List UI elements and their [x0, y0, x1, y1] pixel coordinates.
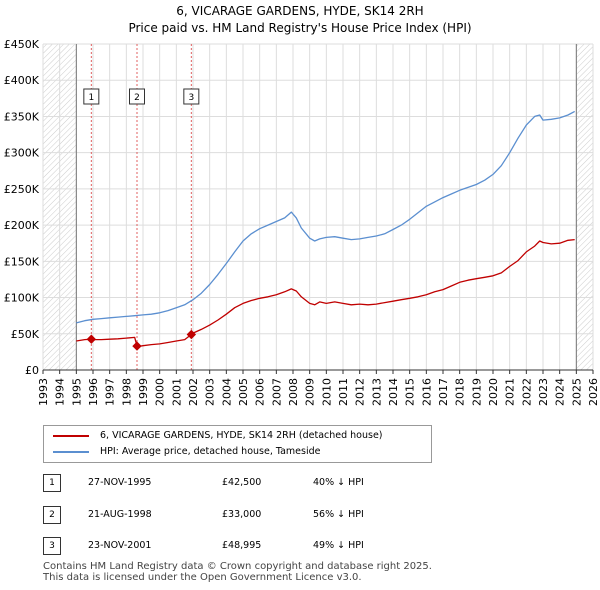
transaction-date: 27-NOV-1995: [88, 477, 152, 488]
x-tick-label: 1994: [54, 378, 67, 406]
x-tick-label: 2023: [537, 378, 550, 406]
transaction-number: 3: [43, 537, 61, 555]
footer-line: This data is licensed under the Open Gov…: [43, 572, 362, 583]
transaction-hpi: 49% ↓ HPI: [313, 540, 364, 551]
x-tick-label: 2017: [437, 378, 450, 406]
x-tick-label: 2022: [520, 378, 533, 406]
sale-number-frame: [129, 88, 145, 105]
x-tick-label: 2005: [237, 378, 250, 406]
sale-number-label: 2: [134, 93, 140, 103]
sale-number-box: 1: [83, 88, 100, 105]
x-tick-label: 2012: [354, 378, 367, 406]
x-tick-label: 1993: [37, 378, 50, 406]
transaction-price: £42,500: [222, 477, 262, 488]
legend-swatch-property: [53, 435, 89, 437]
y-tick-label: £50K: [11, 328, 40, 341]
x-tick-label: 2003: [204, 378, 217, 406]
sale-number-label: 3: [188, 93, 194, 103]
transaction-hpi: 56% ↓ HPI: [313, 509, 364, 520]
hatched-region: [576, 44, 593, 370]
x-tick-label: 2019: [470, 378, 483, 406]
y-tick-label: £200K: [4, 219, 40, 232]
legend: 6, VICARAGE GARDENS, HYDE, SK14 2RH (det…: [43, 425, 432, 463]
x-tick-label: 2021: [504, 378, 517, 406]
x-tick-label: 1995: [70, 378, 83, 406]
transaction-hpi: 40% ↓ HPI: [313, 477, 364, 488]
legend-swatch-hpi: [53, 451, 89, 453]
y-tick-label: £350K: [4, 110, 40, 123]
transaction-number: 2: [43, 506, 61, 524]
y-tick-label: £150K: [4, 255, 40, 268]
x-tick-label: 2000: [154, 378, 167, 406]
chart-subtitle: Price paid vs. HM Land Registry's House …: [128, 21, 472, 35]
legend-item-hpi: HPI: Average price, detached house, Tame…: [44, 444, 429, 460]
x-tick-label: 1997: [104, 378, 117, 406]
transaction-row: 1 27-NOV-1995 £42,500 40% ↓ HPI: [0, 474, 600, 492]
x-tick-label: 2026: [587, 378, 600, 406]
x-tick-label: 2016: [420, 378, 433, 406]
transaction-number: 1: [43, 474, 61, 492]
x-tick-label: 2010: [320, 378, 333, 406]
x-tick-label: 2015: [404, 378, 417, 406]
x-tick-label: 1996: [87, 378, 100, 406]
y-tick-label: £300K: [4, 147, 40, 160]
x-tick-label: 2004: [220, 378, 233, 406]
x-tick-label: 2006: [254, 378, 267, 406]
y-tick-label: £0: [25, 364, 39, 377]
legend-label-hpi: HPI: Average price, detached house, Tame…: [100, 446, 321, 457]
x-tick-label: 1999: [137, 378, 150, 406]
transaction-row: 2 21-AUG-1998 £33,000 56% ↓ HPI: [0, 506, 600, 524]
sale-point: [186, 329, 197, 340]
sale-point: [86, 334, 97, 344]
x-tick-label: 2007: [270, 378, 283, 406]
transaction-price: £48,995: [222, 540, 262, 551]
x-tick-label: 2018: [454, 378, 467, 406]
hpi-line: [76, 110, 576, 324]
footer-attribution: Contains HM Land Registry data © Crown c…: [43, 561, 432, 583]
chart-title: 6, VICARAGE GARDENS, HYDE, SK14 2RH: [176, 4, 424, 18]
x-tick-label: 2013: [370, 378, 383, 406]
transaction-date: 21-AUG-1998: [88, 509, 152, 520]
x-tick-label: 2025: [570, 378, 583, 406]
x-tick-label: 2014: [387, 378, 400, 406]
x-tick-label: 2011: [337, 378, 350, 406]
transaction-row: 3 23-NOV-2001 £48,995 49% ↓ HPI: [0, 537, 600, 555]
y-tick-label: £250K: [4, 183, 40, 196]
x-tick-label: 2002: [187, 378, 200, 406]
x-tick-label: 2008: [287, 378, 300, 406]
legend-item-property: 6, VICARAGE GARDENS, HYDE, SK14 2RH (det…: [44, 428, 429, 444]
legend-label-property: 6, VICARAGE GARDENS, HYDE, SK14 2RH (det…: [100, 430, 383, 441]
sale-number-box: 2: [129, 88, 145, 105]
transaction-date: 23-NOV-2001: [88, 540, 152, 551]
sale-number-label: 1: [88, 93, 94, 103]
sale-point: [132, 341, 142, 351]
y-tick-label: £100K: [4, 292, 40, 305]
x-tick-label: 2020: [487, 378, 500, 406]
sale-number-box: 3: [183, 88, 200, 105]
y-tick-label: £400K: [4, 74, 40, 87]
sale-number-frame: [83, 88, 100, 105]
price-chart: 1 2 3 £0 £50K £100K £150K £200K £250K £300K £350K…: [4, 38, 600, 406]
sale-number-frame: [183, 88, 200, 105]
x-tick-label: 1998: [120, 378, 133, 406]
transaction-price: £33,000: [222, 509, 262, 520]
property-price-line: [76, 238, 575, 348]
y-tick-label: £450K: [4, 38, 40, 51]
x-tick-label: 2009: [304, 378, 317, 406]
x-tick-label: 2001: [170, 378, 183, 406]
footer-line: Contains HM Land Registry data © Crown c…: [43, 561, 432, 572]
x-tick-label: 2024: [554, 378, 567, 406]
